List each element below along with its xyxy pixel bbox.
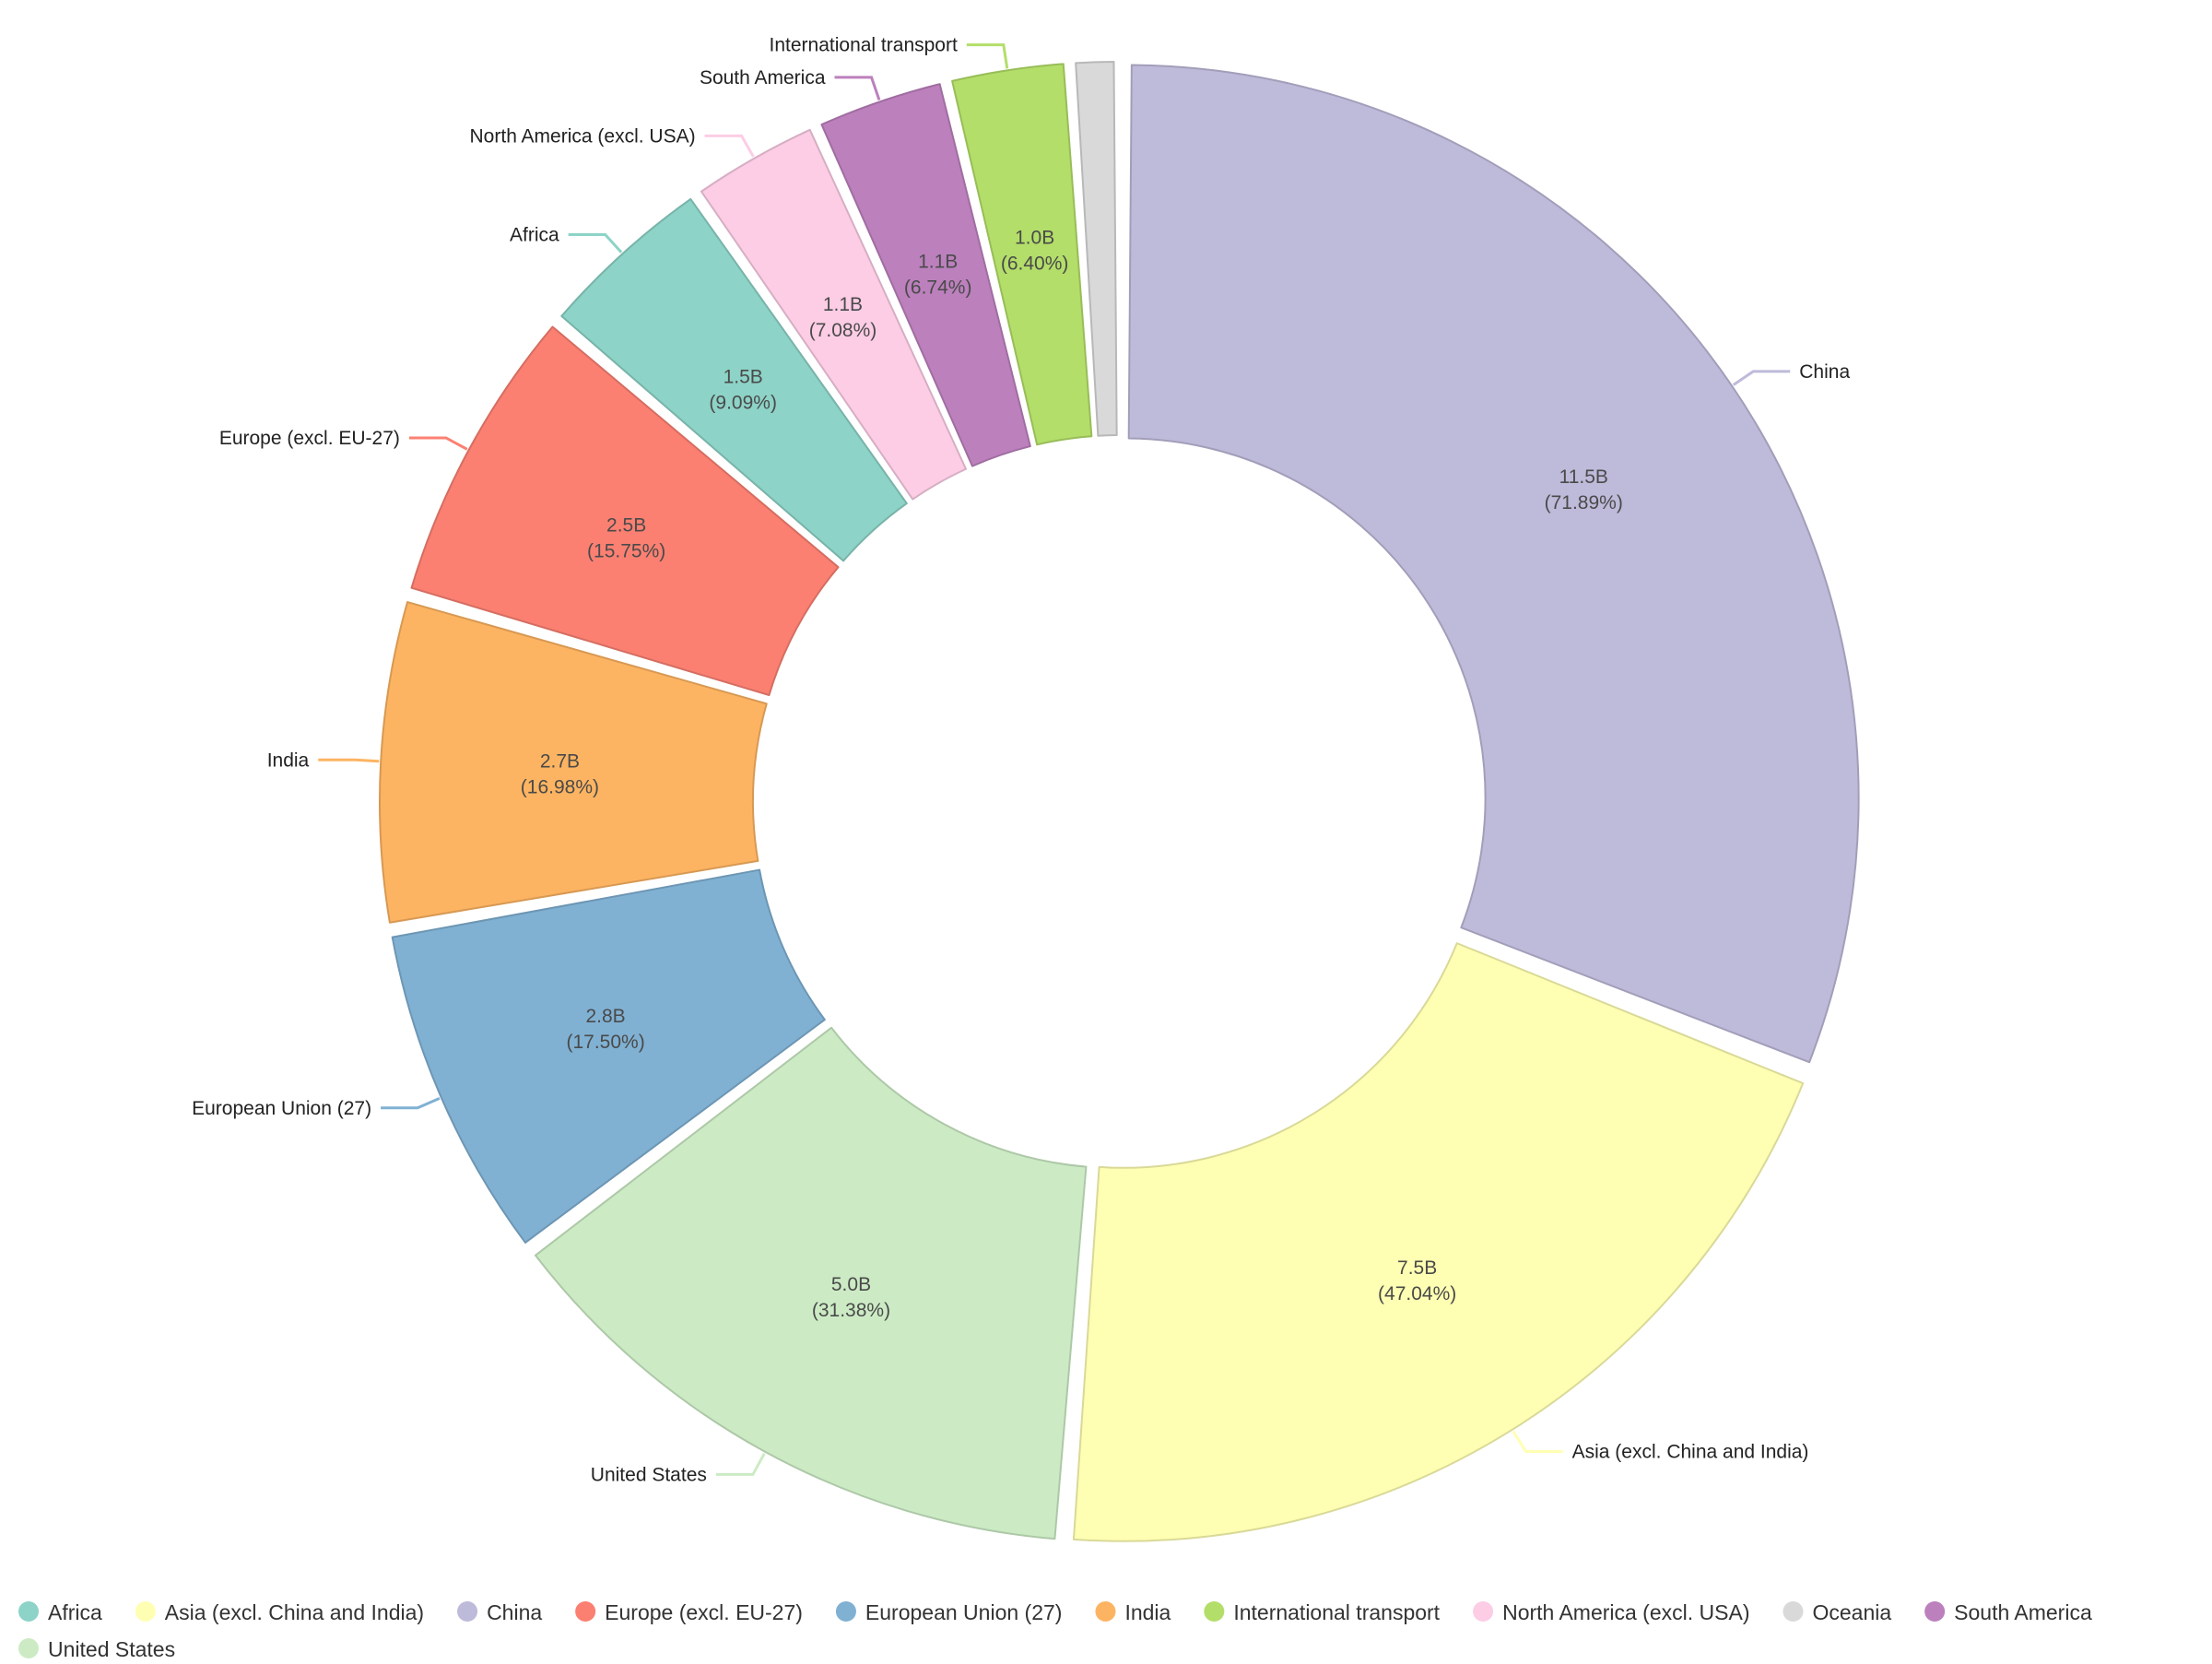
slice-percent-label-united-states: (31.38%): [812, 1300, 890, 1321]
legend-item-united-states[interactable]: United States: [18, 1637, 175, 1661]
legend-item-international-transport[interactable]: International transport: [1204, 1600, 1441, 1624]
legend-label-oceania: Oceania: [1812, 1600, 1891, 1624]
legend-label-asia-excl-china-and-india: Asia (excl. China and India): [165, 1600, 424, 1624]
slice-value-label-africa: 1.5B: [724, 366, 763, 387]
legend-label-european-union-27: European Union (27): [865, 1600, 1063, 1624]
slice-percent-label-india: (16.98%): [521, 777, 599, 798]
slice-percent-label-africa: (9.09%): [709, 392, 777, 413]
legend-item-china[interactable]: China: [457, 1600, 542, 1624]
outer-label-european-union-27: European Union (27): [192, 1098, 371, 1119]
slice-value-label-north-america-excl-usa: 1.1B: [823, 294, 863, 315]
leader-line-china: [1732, 370, 1791, 386]
slice-international-transport[interactable]: [951, 63, 1093, 446]
slice-europe-excl-eu-27[interactable]: [410, 325, 840, 697]
legend-item-europe-excl-eu-27[interactable]: Europe (excl. EU-27): [575, 1600, 803, 1624]
legend-label-europe-excl-eu-27: Europe (excl. EU-27): [605, 1600, 803, 1624]
legend-label-india: India: [1124, 1600, 1171, 1624]
outer-label-asia-excl-china-and-india: Asia (excl. China and India): [1572, 1442, 1809, 1463]
legend-swatch-china: [457, 1601, 478, 1622]
slice-value-label-asia-excl-china-and-india: 7.5B: [1397, 1257, 1437, 1279]
legend-label-africa: Africa: [48, 1600, 102, 1624]
legend-label-international-transport: International transport: [1233, 1600, 1440, 1624]
legend-swatch-europe-excl-eu-27: [575, 1601, 596, 1622]
slice-percent-label-south-america: (6.74%): [904, 277, 972, 298]
leader-line-asia-excl-china-and-india: [1512, 1430, 1563, 1454]
leader-line-international-transport: [966, 43, 1009, 69]
legend-swatch-oceania: [1783, 1601, 1804, 1622]
slice-value-label-international-transport: 1.0B: [1015, 228, 1054, 249]
legend-swatch-asia-excl-china-and-india: [135, 1601, 156, 1622]
slice-percent-label-europe-excl-eu-27: (15.75%): [587, 541, 665, 562]
slice-asia-excl-china-and-india[interactable]: [1072, 942, 1805, 1542]
outer-label-united-states: United States: [591, 1464, 707, 1485]
leader-line-india: [318, 758, 380, 763]
legend-item-european-union-27[interactable]: European Union (27): [835, 1600, 1063, 1624]
legend-item-oceania[interactable]: Oceania: [1783, 1600, 1891, 1624]
outer-label-south-america: South America: [700, 67, 826, 89]
slice-value-label-united-states: 5.0B: [831, 1274, 871, 1295]
slice-africa[interactable]: [560, 197, 908, 562]
legend: Africa Asia (excl. China and India) China E…: [18, 1600, 2092, 1661]
legend-item-asia-excl-china-and-india[interactable]: Asia (excl. China and India): [135, 1600, 424, 1624]
outer-label-international-transport: International transport: [770, 35, 958, 56]
outer-label-north-america-excl-usa: North America (excl. USA): [470, 125, 696, 147]
outer-label-africa: Africa: [510, 224, 559, 245]
slice-south-america[interactable]: [820, 83, 1031, 467]
legend-swatch-european-union-27: [835, 1601, 856, 1622]
legend-swatch-india: [1095, 1601, 1116, 1622]
slice-united-states[interactable]: [535, 1026, 1088, 1540]
leader-line-european-union-27: [381, 1097, 441, 1110]
labels-layer: 11.5B (71.89%) China 7.5B (47.04%) Asia (excl…: [192, 35, 1850, 1486]
outer-label-europe-excl-eu-27: Europe (excl. EU-27): [219, 428, 400, 449]
slice-percent-label-european-union-27: (17.50%): [566, 1032, 644, 1053]
legend-swatch-united-states: [18, 1638, 39, 1658]
slice-india[interactable]: [379, 601, 768, 924]
slice-percent-label-north-america-excl-usa: (7.08%): [809, 320, 877, 341]
legend-item-india[interactable]: India: [1095, 1600, 1171, 1624]
legend-label-china: China: [487, 1600, 542, 1624]
slice-european-union-27[interactable]: [391, 868, 826, 1244]
legend-label-north-america-excl-usa: North America (excl. USA): [1502, 1600, 1749, 1624]
leader-line-united-states: [715, 1452, 766, 1476]
slice-oceania[interactable]: [1075, 61, 1118, 437]
slice-china[interactable]: [1127, 64, 1860, 1064]
legend-item-south-america[interactable]: South America: [1924, 1600, 2092, 1624]
slice-value-label-south-america: 1.1B: [918, 251, 958, 272]
legend-label-south-america: South America: [1954, 1600, 2092, 1624]
outer-label-china: China: [1799, 361, 1850, 383]
slice-value-label-china: 11.5B: [1559, 466, 1608, 488]
legend-item-north-america-excl-usa[interactable]: North America (excl. USA): [1473, 1600, 1749, 1624]
leader-line-north-america-excl-usa: [704, 134, 755, 158]
slice-value-label-european-union-27: 2.8B: [585, 1006, 625, 1027]
legend-item-africa[interactable]: Africa: [18, 1600, 102, 1624]
slice-north-america-excl-usa[interactable]: [700, 128, 968, 501]
slices-layer: [379, 61, 1860, 1542]
slice-value-label-europe-excl-eu-27: 2.5B: [606, 515, 646, 537]
leader-line-africa: [568, 232, 623, 254]
slice-value-label-india: 2.7B: [540, 751, 580, 773]
slice-percent-label-asia-excl-china-and-india: (47.04%): [1378, 1283, 1456, 1304]
outer-label-india: India: [267, 749, 310, 771]
slice-percent-label-international-transport: (6.40%): [1001, 254, 1069, 275]
legend-swatch-africa: [18, 1601, 39, 1622]
slice-percent-label-china: (71.89%): [1545, 492, 1623, 513]
legend-label-united-states: United States: [48, 1637, 175, 1659]
legend-swatch-south-america: [1924, 1601, 1946, 1622]
legend-swatch-international-transport: [1204, 1601, 1225, 1622]
leader-line-south-america: [834, 76, 881, 100]
leader-line-europe-excl-eu-27: [408, 436, 468, 451]
legend-swatch-north-america-excl-usa: [1473, 1601, 1494, 1622]
